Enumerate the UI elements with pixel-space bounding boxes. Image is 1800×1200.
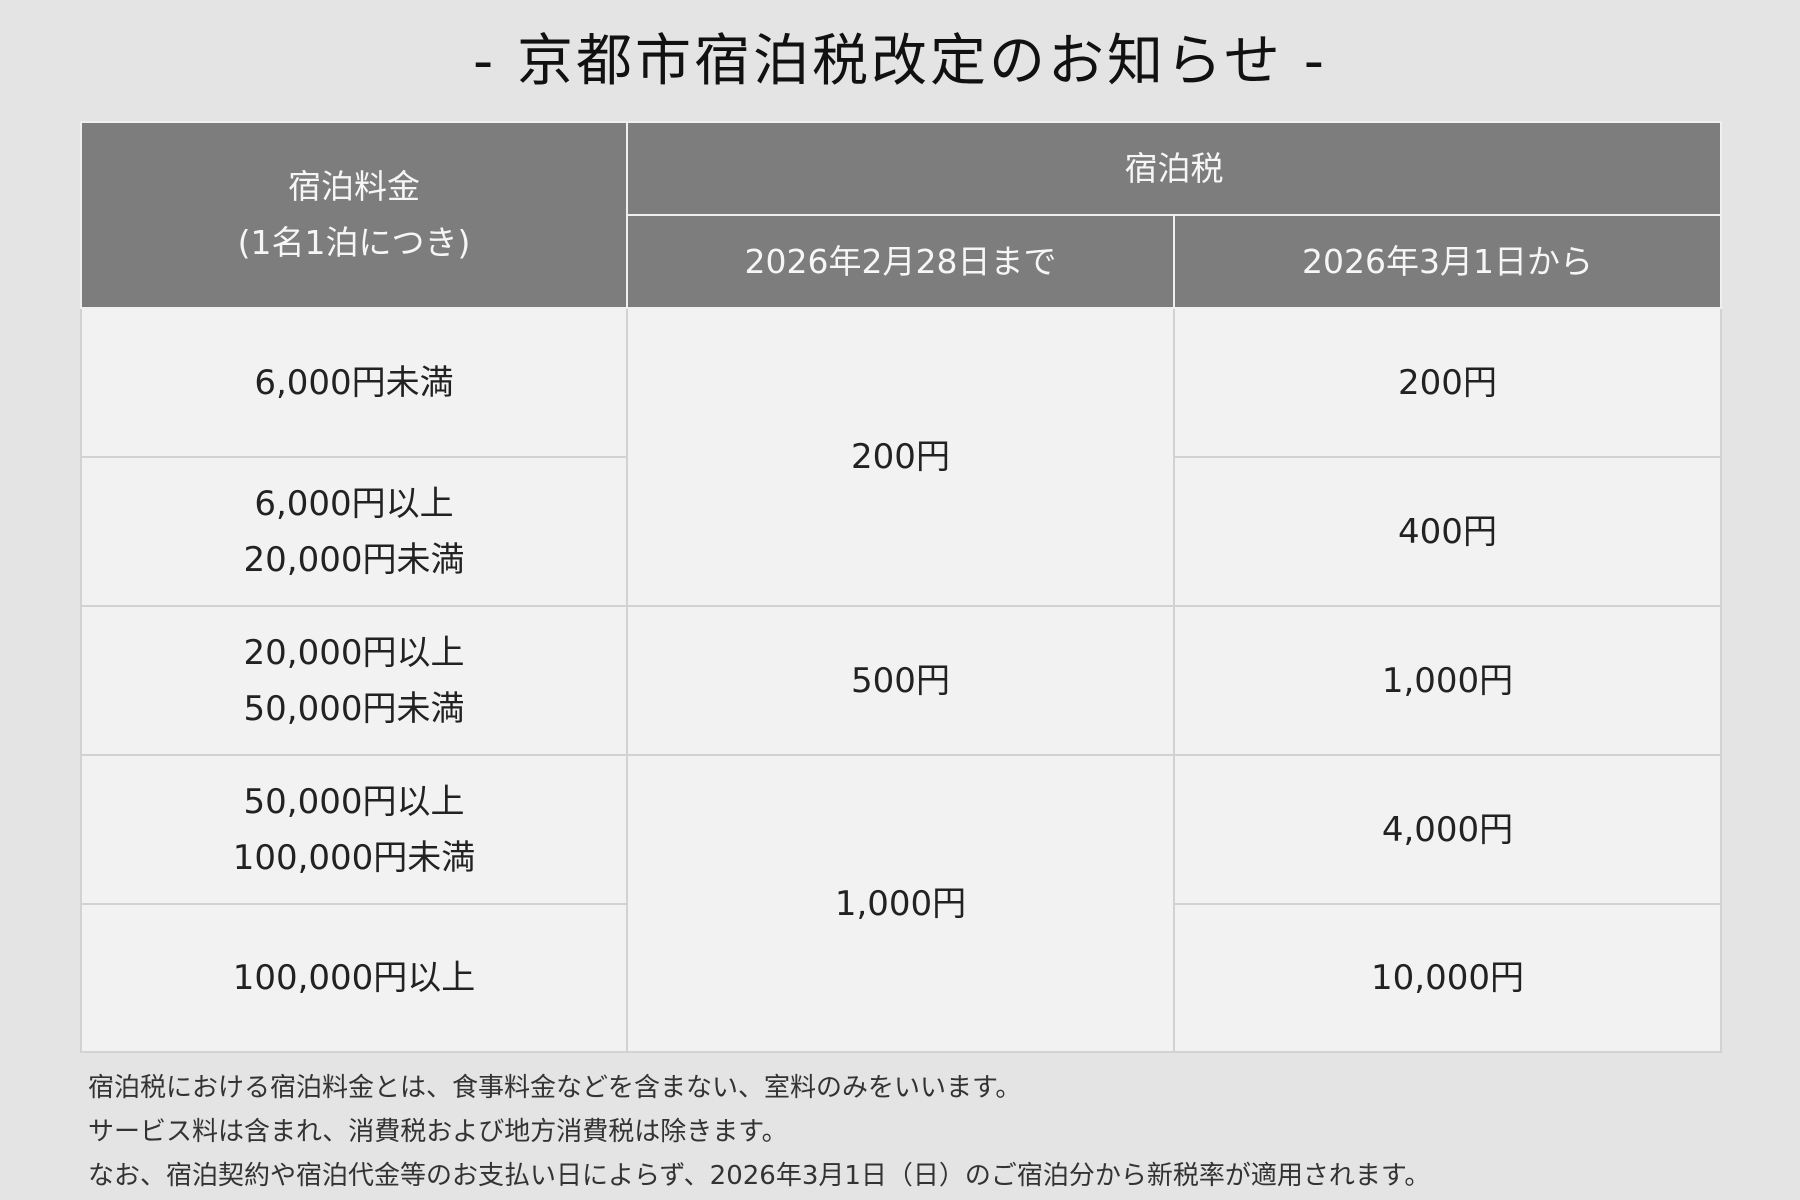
after-tax-cell: 10,000円 — [1173, 903, 1722, 1053]
fee-header-note: (1名1泊につき) — [237, 223, 471, 262]
table-row: 50,000円以上 100,000円未満 1,000円 4,000円 — [80, 754, 1722, 1053]
fee-range-line: 100,000円以上 — [232, 958, 476, 998]
after-tax-cell: 4,000円 — [1173, 754, 1722, 905]
fee-range-cell: 100,000円以上 — [80, 903, 628, 1053]
fee-range-cell: 6,000円未満 — [80, 307, 628, 458]
footnote-line: なお、宿泊契約や宿泊代金等のお支払い日によらず、2026年3月1日（日）のご宿泊… — [88, 1161, 1431, 1191]
fee-range-line: 50,000円以上 — [243, 781, 465, 822]
before-tax-cell: 500円 — [626, 605, 1175, 756]
fee-range-line: 20,000円以上 — [243, 632, 465, 673]
fee-range-line: 6,000円以上 — [254, 483, 454, 524]
before-date-header: 2026年2月28日まで — [626, 214, 1175, 309]
fee-range-line: 6,000円未満 — [254, 362, 454, 403]
table-row: 100,000円以上 10,000円 — [80, 903, 1722, 1053]
after-date-header: 2026年3月1日から — [1173, 214, 1722, 309]
footnote-line: サービス料は含まれ、消費税および地方消費税は除きます。 — [88, 1117, 788, 1147]
tax-rate-table: 宿泊料金 (1名1泊につき) 宿泊税 2026年2月28日まで 2026年3月1… — [80, 121, 1722, 1053]
after-tax-cell: 1,000円 — [1173, 605, 1722, 756]
fee-range-cell: 6,000円以上 20,000円未満 — [80, 456, 628, 607]
fee-range-line: 100,000円未満 — [232, 837, 476, 878]
after-tax-cell: 400円 — [1173, 456, 1722, 607]
footnotes: 宿泊税における宿泊料金とは、食事料金などを含まない、室料のみをいいます。 サービ… — [88, 1066, 1768, 1198]
fee-range-cell: 50,000円以上 100,000円未満 — [80, 754, 628, 905]
fee-header-label: 宿泊料金 — [288, 167, 420, 206]
fee-range-line: 20,000円未満 — [243, 539, 465, 580]
fee-range-cell: 20,000円以上 50,000円未満 — [80, 605, 628, 756]
fee-column-header: 宿泊料金 (1名1泊につき) — [80, 121, 628, 309]
tax-column-header: 宿泊税 — [626, 121, 1722, 216]
footnote-line: 宿泊税における宿泊料金とは、食事料金などを含まない、室料のみをいいます。 — [88, 1073, 1022, 1103]
after-tax-cell: 200円 — [1173, 307, 1722, 458]
before-tax-cell: 1,000円 — [626, 754, 1175, 1053]
fee-range-line: 50,000円未満 — [243, 688, 465, 729]
table-row: 20,000円以上 50,000円未満 500円 1,000円 — [80, 605, 1722, 756]
page-title: - 京都市宿泊税改定のお知らせ - — [473, 29, 1327, 94]
table-row: 6,000円以上 20,000円未満 400円 — [80, 456, 1722, 607]
before-tax-cell: 200円 — [626, 307, 1175, 607]
table-row: 6,000円未満 200円 200円 — [80, 307, 1722, 607]
